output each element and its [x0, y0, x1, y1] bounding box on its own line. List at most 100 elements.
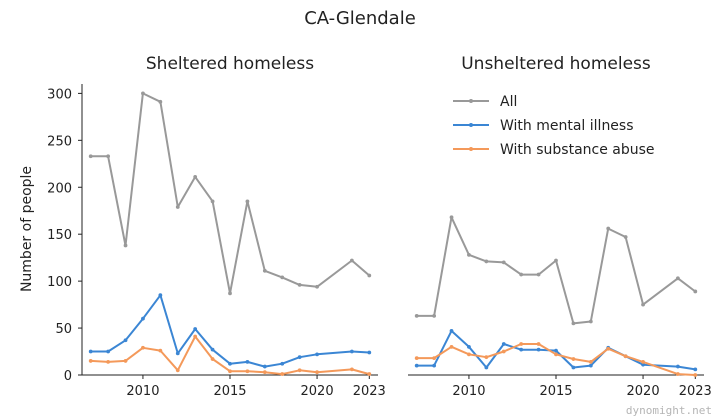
data-point-with-substance-abuse: [484, 355, 489, 360]
series-all: [88, 91, 372, 296]
data-point-with-mental-illness: [501, 342, 506, 346]
data-point-with-mental-illness: [484, 365, 489, 370]
data-point-with-mental-illness: [88, 349, 93, 354]
data-point-with-mental-illness: [536, 347, 541, 352]
legend-item-all: All: [453, 94, 517, 110]
data-point-with-mental-illness: [554, 348, 558, 353]
data-point-with-mental-illness: [315, 352, 319, 357]
data-point-all: [158, 99, 163, 104]
data-point-with-substance-abuse: [623, 354, 628, 359]
y-tick-label: 150: [47, 228, 72, 243]
data-point-with-substance-abuse: [315, 370, 319, 375]
data-point-with-mental-illness: [175, 351, 180, 356]
data-point-with-mental-illness: [641, 362, 645, 367]
data-point-with-mental-illness: [193, 327, 198, 331]
data-point-with-mental-illness: [519, 347, 524, 352]
data-point-with-substance-abuse: [123, 359, 128, 363]
data-point-with-mental-illness: [228, 361, 232, 366]
panel-sheltered: 2010 2015 2020 2023 0 50 100 150 200 250 300: [47, 84, 386, 399]
data-point-with-substance-abuse: [228, 369, 232, 374]
left-panel-title: Sheltered homeless: [146, 54, 314, 74]
data-point-with-substance-abuse: [554, 352, 558, 357]
data-point-with-mental-illness: [449, 328, 454, 333]
series-line-with-substance-abuse: [90, 335, 370, 376]
legend-swatch-marker: [469, 147, 473, 151]
data-point-all: [175, 205, 180, 209]
data-point-with-mental-illness: [693, 367, 698, 372]
legend-label: With substance abuse: [500, 142, 655, 158]
data-point-with-substance-abuse: [536, 342, 541, 346]
data-point-with-substance-abuse: [449, 344, 454, 349]
data-point-with-substance-abuse: [141, 345, 145, 350]
data-point-all: [88, 154, 93, 159]
legend: All With mental illness With substance abu…: [453, 94, 655, 158]
data-point-with-mental-illness: [297, 355, 302, 360]
right-panel-title: Unsheltered homeless: [461, 54, 651, 74]
y-tick-label: 50: [55, 322, 72, 337]
x-tick-label: 2015: [539, 384, 572, 399]
data-point-with-substance-abuse: [588, 359, 593, 364]
data-point-with-substance-abuse: [158, 348, 163, 353]
y-axis-label: Number of people: [19, 166, 35, 292]
legend-label: With mental illness: [500, 118, 634, 134]
data-point-all: [141, 91, 145, 96]
data-point-with-mental-illness: [280, 361, 285, 366]
legend-label: All: [500, 94, 517, 110]
data-point-all: [501, 260, 506, 265]
data-point-with-mental-illness: [571, 365, 576, 370]
legend-item-with-mental-illness: With mental illness: [453, 118, 634, 134]
data-point-with-mental-illness: [123, 338, 128, 343]
data-point-all: [210, 199, 215, 204]
y-tick-label: 100: [47, 275, 72, 290]
data-point-all: [106, 154, 111, 159]
data-point-with-mental-illness: [675, 364, 680, 369]
data-point-all: [623, 235, 628, 239]
y-tick-label: 200: [47, 181, 72, 196]
data-point-with-mental-illness: [245, 359, 250, 364]
data-point-with-substance-abuse: [606, 346, 611, 351]
data-point-with-substance-abuse: [519, 342, 524, 346]
series-with-substance-abuse: [414, 342, 698, 377]
data-point-all: [349, 258, 354, 263]
data-point-with-mental-illness: [367, 350, 372, 355]
data-point-with-mental-illness: [349, 349, 354, 354]
x-tick-label: 2010: [452, 384, 485, 399]
legend-swatch-marker: [469, 123, 473, 127]
x-tick-label: 2015: [213, 384, 246, 399]
data-point-with-mental-illness: [414, 363, 419, 368]
data-point-with-substance-abuse: [210, 357, 215, 361]
series-with-substance-abuse: [88, 334, 372, 376]
data-point-with-substance-abuse: [106, 359, 111, 364]
data-point-all: [606, 226, 611, 231]
data-point-all: [414, 313, 419, 318]
data-point-with-substance-abuse: [414, 356, 419, 361]
data-point-all: [193, 175, 198, 179]
x-tick-label: 2020: [301, 384, 334, 399]
data-point-all: [297, 282, 302, 287]
data-point-all: [280, 275, 285, 280]
legend-swatch-marker: [469, 99, 473, 103]
data-point-with-substance-abuse: [367, 372, 372, 376]
series-all: [414, 215, 698, 326]
data-point-all: [228, 291, 232, 296]
series-line-all: [416, 216, 696, 325]
data-point-with-substance-abuse: [245, 369, 250, 374]
y-tick-label: 250: [47, 134, 72, 149]
data-point-all: [245, 199, 250, 204]
series-with-mental-illness: [88, 293, 372, 369]
panel-unsheltered: 2010 2015 2020 2023: [408, 215, 712, 399]
series-line-with-substance-abuse: [416, 343, 696, 376]
data-point-all: [123, 243, 128, 248]
data-point-with-mental-illness: [432, 363, 437, 368]
data-point-with-substance-abuse: [571, 357, 576, 361]
data-point-all: [588, 319, 593, 324]
data-point-with-substance-abuse: [297, 368, 302, 373]
data-point-with-substance-abuse: [501, 349, 506, 354]
watermark: dynomight.net: [626, 404, 712, 417]
data-point-with-substance-abuse: [675, 372, 680, 376]
data-point-all: [367, 273, 372, 278]
data-point-all: [519, 272, 524, 277]
data-point-with-substance-abuse: [349, 367, 354, 372]
data-point-with-substance-abuse: [641, 359, 645, 364]
